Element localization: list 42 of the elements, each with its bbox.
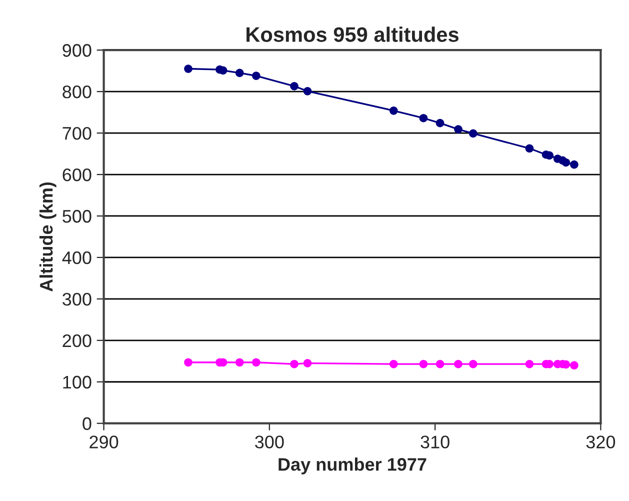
point (184, 358, 192, 367)
point (303, 86, 312, 96)
point (570, 361, 578, 370)
y-tick-label: 100 (63, 376, 92, 389)
y-tick-label: 600 (62, 168, 92, 182)
y-tick-label: 200 (62, 334, 92, 348)
x-axis-title: Day number 1977 (278, 458, 426, 474)
point (389, 106, 398, 115)
point (562, 158, 570, 167)
y-tick-label: 400 (62, 251, 92, 264)
point (454, 125, 462, 134)
y-tick-label: 0 (82, 417, 92, 430)
x-tick-label: 310 (420, 436, 450, 448)
y-tick-label: 300 (62, 292, 92, 306)
point (525, 360, 534, 368)
chart-title: Kosmos 959 altitudes (246, 26, 458, 42)
point (436, 360, 444, 368)
point (468, 129, 478, 138)
point (389, 360, 398, 368)
point (235, 358, 244, 367)
point (235, 68, 244, 78)
point (570, 160, 578, 169)
x-tick-label: 320 (586, 436, 616, 448)
point (252, 72, 260, 80)
point (525, 144, 534, 153)
point (468, 360, 478, 368)
y-tick-label: 700 (62, 126, 92, 140)
point (184, 64, 192, 73)
point (252, 358, 260, 367)
y-tick-label: 500 (62, 210, 92, 223)
point (303, 359, 312, 368)
y-tick-label: 900 (62, 44, 92, 57)
point (436, 118, 444, 128)
point (290, 82, 298, 90)
point (290, 360, 298, 368)
x-tick-label: 300 (255, 436, 284, 448)
y-tick-label: 800 (62, 86, 92, 98)
point (419, 114, 428, 122)
x-tick-label: 290 (90, 436, 118, 448)
y-axis-title: Altitude (km) (39, 182, 56, 292)
point (454, 360, 462, 368)
point (419, 360, 428, 368)
